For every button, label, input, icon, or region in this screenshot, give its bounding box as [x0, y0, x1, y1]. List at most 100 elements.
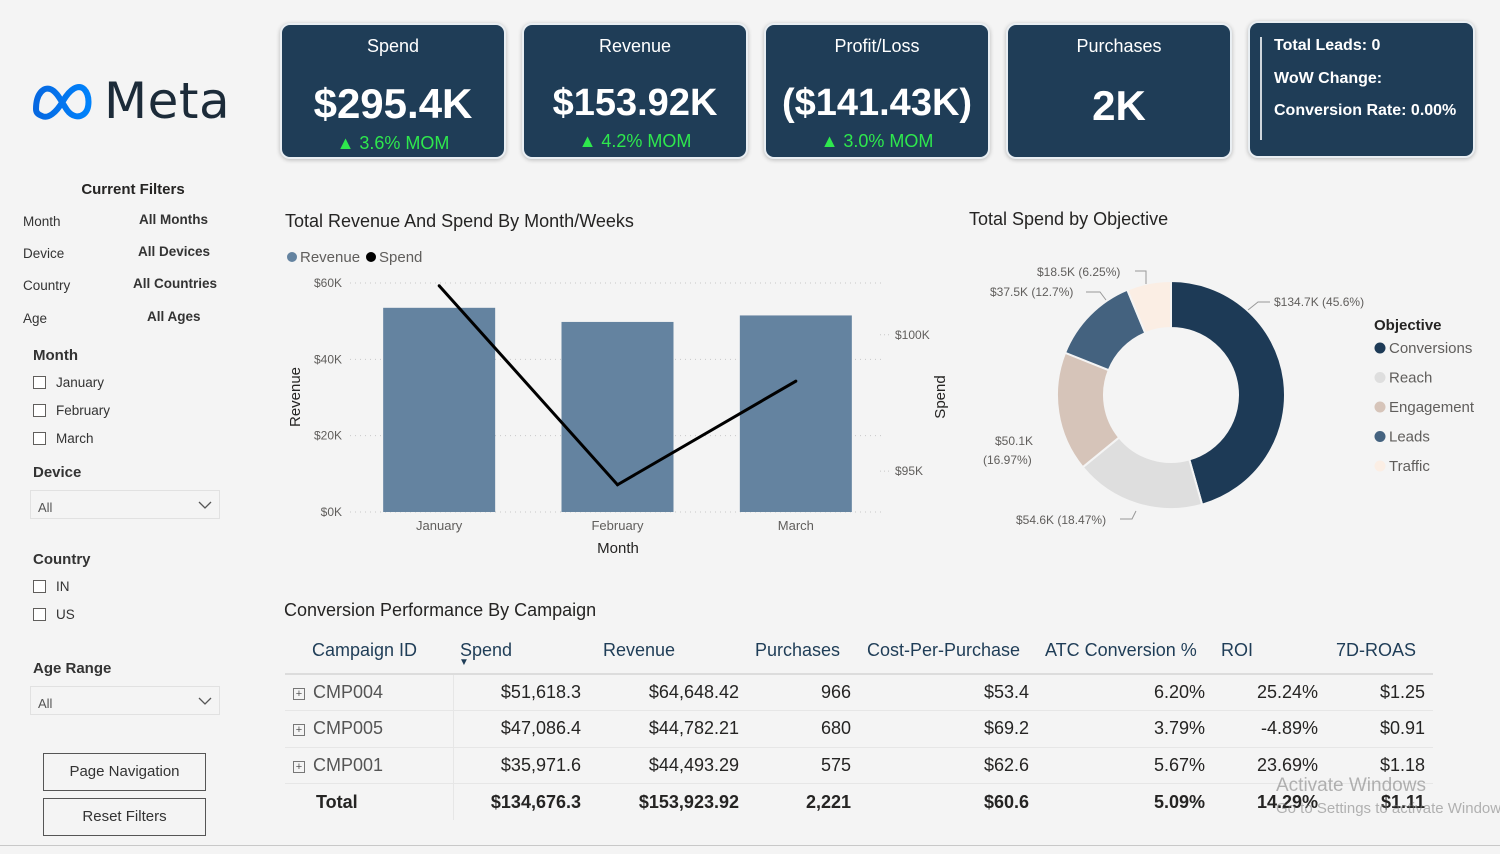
- label-engagement-line2: (16.97%): [983, 453, 1032, 467]
- chevron-down-icon: [198, 501, 212, 509]
- reset-filters-button[interactable]: Reset Filters: [43, 798, 206, 836]
- total-roas-cell: $1.11: [1380, 791, 1425, 812]
- month-option-january[interactable]: January: [33, 375, 104, 390]
- kpi-label: Spend: [366, 36, 420, 56]
- month-option-march[interactable]: March: [33, 431, 94, 446]
- label-leader-line: [1247, 301, 1270, 311]
- option-label: January: [56, 375, 105, 390]
- atc-conversion-cell: 3.79%: [1037, 710, 1213, 748]
- roi-cell: 25.24%: [1213, 674, 1326, 711]
- revenue-bar: [561, 321, 674, 512]
- spend-cell: $35,971.6: [453, 747, 589, 784]
- current-filters-title: Current Filters: [81, 181, 185, 198]
- roas-cell: $1.18: [1326, 747, 1433, 784]
- legend-label-conversions: Conversions: [1389, 340, 1472, 357]
- atc-conversion-cell: 5.67%: [1037, 747, 1213, 784]
- x-axis-title: Month: [597, 540, 639, 557]
- expand-icon[interactable]: +: [293, 688, 305, 700]
- kpi-card-leads: Total Leads: 0 WoW Change: Conversion Ra…: [1248, 21, 1475, 158]
- x-tick-label: January: [416, 518, 463, 533]
- checkbox[interactable]: [33, 432, 46, 445]
- cell-text: CMP001: [313, 754, 384, 775]
- option-label: February: [56, 403, 111, 418]
- device-dropdown[interactable]: All: [30, 490, 220, 519]
- total-purchases-cell: 2,221: [805, 791, 851, 812]
- legend-title: Objective: [1374, 317, 1442, 334]
- cost-per-purchase-cell: $62.6: [859, 747, 1037, 784]
- cell-text: CMP005: [313, 718, 384, 739]
- kpi-delta-text: 3.6% MOM: [359, 133, 450, 153]
- kpi-card-revenue: Revenue $153.92K ▲ 4.2% MOM: [522, 23, 748, 159]
- triangle-up-icon: ▲: [820, 131, 839, 151]
- label-traffic: $18.5K (6.25%): [1037, 265, 1120, 279]
- campaign-table: Campaign ID Spend ▼ Revenue Purchases Cos…: [285, 627, 1433, 820]
- col-header-atc-conversion[interactable]: ATC Conversion %: [1037, 627, 1213, 675]
- kpi-delta: ▲ 4.2% MOM: [524, 131, 746, 152]
- filter-value: All Ages: [147, 309, 201, 324]
- age-range-dropdown[interactable]: All: [30, 686, 220, 715]
- col-header-roi[interactable]: ROI: [1213, 627, 1326, 675]
- total-cost-per-purchase-cell: $60.6: [983, 791, 1029, 812]
- purchases-cell: 680: [747, 710, 859, 748]
- country-slicer-title: Country: [33, 551, 91, 568]
- label-leader-line: [1086, 291, 1107, 301]
- legend-marker: [1374, 342, 1386, 354]
- table-row[interactable]: + CMP001 $35,971.6 $44,493.29 575 $62.6 5…: [285, 747, 1433, 784]
- revenue-bar: [383, 307, 496, 512]
- total-roi-cell: 14.29%: [1256, 791, 1318, 812]
- country-option-in[interactable]: IN: [33, 579, 70, 594]
- kpi-value: 2K: [1092, 82, 1146, 129]
- roas-cell: $1.25: [1326, 674, 1433, 711]
- y-axis-title: Revenue: [287, 367, 304, 427]
- checkbox[interactable]: [33, 376, 46, 389]
- col-header-spend[interactable]: Spend ▼: [453, 627, 589, 675]
- col-header-label: Spend: [460, 639, 513, 660]
- month-option-february[interactable]: February: [33, 403, 110, 418]
- total-leads: Total Leads: 0: [1274, 37, 1381, 54]
- kpi-card-purchases: Purchases 2K: [1006, 23, 1232, 159]
- revenue-cell: $44,493.29: [589, 747, 747, 784]
- legend-label-engagement: Engagement: [1389, 399, 1475, 416]
- option-label: US: [56, 607, 75, 622]
- triangle-up-icon: ▲: [578, 131, 597, 151]
- cell-text: CMP004: [313, 682, 384, 702]
- col-header-campaign-id[interactable]: Campaign ID: [285, 627, 453, 675]
- checkbox[interactable]: [33, 404, 46, 417]
- kpi-delta-text: 3.0% MOM: [843, 131, 934, 151]
- spend-cell: $51,618.3: [453, 674, 589, 711]
- x-tick-label: February: [591, 518, 644, 533]
- spend-by-objective-chart: $134.7K (45.6%) $54.6K (18.47%) $50.1K (16.…: [983, 265, 1475, 527]
- legend-marker: [1374, 372, 1386, 383]
- page-navigation-button[interactable]: Page Navigation: [43, 753, 206, 791]
- col-header-7d-roas[interactable]: 7D-ROAS: [1326, 627, 1433, 675]
- col-header-cost-per-purchase[interactable]: Cost-Per-Purchase: [859, 627, 1037, 675]
- campaign-id-cell: + CMP004: [285, 674, 454, 711]
- card-accent-bar: [1260, 37, 1262, 140]
- table-title: Conversion Performance By Campaign: [284, 600, 597, 620]
- revenue-bar: [739, 315, 852, 512]
- kpi-delta: ▲ 3.0% MOM: [766, 131, 988, 152]
- expand-icon[interactable]: +: [293, 760, 305, 773]
- filter-value: All Months: [139, 212, 208, 227]
- legend-label-traffic: Traffic: [1389, 458, 1430, 475]
- table-row[interactable]: + CMP004 $51,618.3 $64,648.42 966 $53.4 6…: [285, 674, 1433, 711]
- checkbox[interactable]: [33, 580, 46, 593]
- cost-per-purchase-cell: $69.2: [859, 710, 1037, 748]
- conversion-rate: Conversion Rate: 0.00%: [1274, 102, 1457, 119]
- legend-marker: [1374, 431, 1386, 442]
- country-option-us[interactable]: US: [33, 607, 75, 622]
- chart-bars: [383, 307, 852, 512]
- col-header-purchases[interactable]: Purchases: [747, 627, 859, 675]
- checkbox[interactable]: [33, 608, 46, 621]
- dropdown-value: All: [38, 696, 53, 711]
- total-atc-conversion-cell: 5.09%: [1153, 791, 1205, 812]
- expand-icon[interactable]: +: [293, 724, 305, 737]
- y-tick-label: $40K: [314, 352, 342, 366]
- table-row[interactable]: + CMP005 $47,086.4 $44,782.21 680 $69.2 3…: [285, 710, 1433, 748]
- kpi-label: Purchases: [1076, 36, 1162, 56]
- roas-cell: $0.91: [1326, 710, 1433, 748]
- col-header-revenue[interactable]: Revenue: [589, 627, 747, 675]
- label-conversions: $134.7K (45.6%): [1274, 295, 1364, 309]
- spend-cell: $47,086.4: [453, 710, 589, 748]
